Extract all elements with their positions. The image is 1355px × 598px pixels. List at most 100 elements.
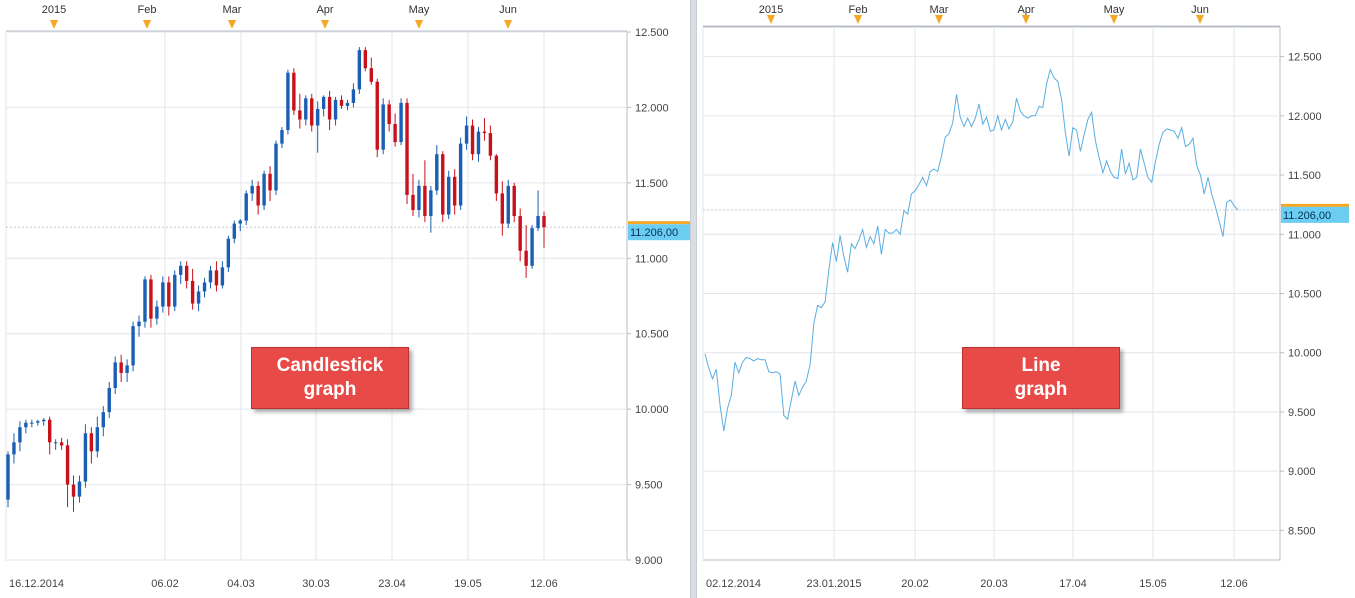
candle-body bbox=[65, 445, 70, 485]
candle-up bbox=[107, 381, 111, 419]
candle-up bbox=[42, 418, 46, 426]
candle-up bbox=[464, 116, 469, 150]
candle-body bbox=[173, 274, 177, 307]
candle-body bbox=[429, 190, 433, 217]
candle-up bbox=[125, 359, 129, 382]
candle-up bbox=[304, 95, 308, 126]
callout-line-1: Line bbox=[1021, 355, 1061, 376]
candle-body bbox=[494, 155, 499, 194]
candle-body bbox=[476, 131, 481, 155]
candlestick-chart-panel[interactable]: 12.500 12.000 11.500 11.000 10.500 10.000 9.50… bbox=[0, 0, 690, 598]
candle-body bbox=[71, 484, 76, 497]
candle-up bbox=[417, 179, 421, 218]
candle-up bbox=[6, 451, 10, 508]
candle-up bbox=[113, 356, 117, 395]
candle-body bbox=[482, 131, 487, 134]
month-marker-icon bbox=[854, 15, 862, 24]
candle-up bbox=[131, 321, 135, 372]
candle-down bbox=[441, 151, 445, 223]
month-label: May bbox=[409, 4, 430, 16]
candle-up bbox=[155, 300, 159, 325]
month-marker-icon bbox=[767, 15, 775, 24]
candle-body bbox=[351, 89, 356, 103]
candle-body bbox=[411, 194, 415, 211]
x-tick-label: 19.05 bbox=[454, 578, 482, 590]
candle-body bbox=[524, 250, 528, 266]
candle-down bbox=[405, 98, 409, 204]
month-label: Apr bbox=[316, 4, 333, 16]
candle-up bbox=[333, 96, 338, 126]
y-tick-label: 12.500 bbox=[1288, 52, 1322, 64]
candle-up bbox=[232, 220, 237, 244]
candle-body bbox=[6, 454, 10, 500]
month-label: Jun bbox=[1191, 4, 1209, 16]
month-label: Mar bbox=[930, 4, 949, 16]
candle-body bbox=[458, 143, 463, 206]
candle-body bbox=[47, 419, 52, 443]
candle-up bbox=[244, 190, 248, 226]
y-tick-label: 9.000 bbox=[1288, 466, 1316, 478]
candle-up bbox=[476, 127, 481, 162]
y-tick-label: 12.000 bbox=[635, 102, 669, 114]
y-tick-label: 10.500 bbox=[1288, 289, 1322, 301]
candle-up bbox=[435, 145, 439, 195]
candle-down bbox=[298, 93, 302, 129]
y-tick-label: 10.000 bbox=[1288, 348, 1322, 360]
candle-down bbox=[65, 439, 70, 508]
candle-up bbox=[95, 416, 100, 458]
candle-body bbox=[375, 81, 379, 150]
candle-up bbox=[238, 219, 242, 232]
candle-up bbox=[24, 419, 28, 434]
candle-body bbox=[196, 291, 201, 304]
month-label: 2015 bbox=[759, 4, 783, 16]
candle-body bbox=[280, 130, 284, 144]
candle-down bbox=[524, 225, 528, 278]
candle-up bbox=[345, 99, 350, 111]
candle-body bbox=[417, 185, 421, 211]
candlestick-callout: Candlestick graph bbox=[251, 347, 409, 409]
candle-up bbox=[83, 424, 88, 488]
candle-body bbox=[53, 442, 58, 444]
candle-down bbox=[518, 208, 522, 262]
candle-up bbox=[202, 277, 207, 298]
last-price-badge-top bbox=[628, 221, 690, 225]
month-marker-icon bbox=[935, 15, 943, 24]
candle-body bbox=[256, 185, 260, 206]
candle-body bbox=[393, 124, 397, 143]
month-marker-icon bbox=[50, 20, 58, 29]
x-tick-label: 16.12.2014 bbox=[9, 578, 64, 590]
x-tick-label: 04.03 bbox=[227, 578, 255, 590]
candle-body bbox=[452, 176, 457, 206]
candle-down bbox=[423, 160, 427, 223]
candle-up bbox=[286, 69, 290, 135]
candle-body bbox=[327, 96, 332, 120]
month-marker-icon bbox=[228, 20, 236, 29]
candle-down bbox=[214, 261, 219, 292]
candle-body bbox=[441, 154, 445, 215]
line-chart-panel[interactable]: 12.500 12.000 11.500 11.000 10.500 10.000 9.50… bbox=[697, 0, 1355, 598]
candle-body bbox=[42, 419, 46, 422]
candle-body bbox=[321, 96, 326, 109]
candle-body bbox=[179, 265, 183, 275]
y-tick-label: 10.000 bbox=[635, 404, 669, 416]
last-price-label: 11.206,00 bbox=[630, 227, 678, 239]
candle-body bbox=[470, 125, 475, 155]
x-tick-label: 15.05 bbox=[1139, 578, 1167, 590]
candle-body bbox=[89, 433, 94, 452]
candle-up bbox=[12, 433, 16, 464]
line-chart[interactable]: 12.500 12.000 11.500 11.000 10.500 10.000 9.50… bbox=[697, 0, 1355, 598]
candle-up bbox=[36, 419, 40, 426]
callout-line-2: graph bbox=[303, 379, 357, 400]
candlestick-chart[interactable]: 12.500 12.000 11.500 11.000 10.500 10.000 9.50… bbox=[0, 0, 690, 598]
month-label: Feb bbox=[849, 4, 868, 16]
line-callout: Line graph bbox=[962, 347, 1120, 409]
candle-body bbox=[59, 442, 64, 446]
panel-splitter[interactable] bbox=[690, 0, 697, 598]
candle-up bbox=[196, 285, 201, 312]
candle-body bbox=[381, 104, 385, 150]
candle-body bbox=[423, 185, 427, 217]
candle-body bbox=[333, 99, 338, 120]
candle-down bbox=[452, 169, 457, 215]
candle-down bbox=[339, 95, 344, 109]
candle-body bbox=[77, 481, 82, 497]
